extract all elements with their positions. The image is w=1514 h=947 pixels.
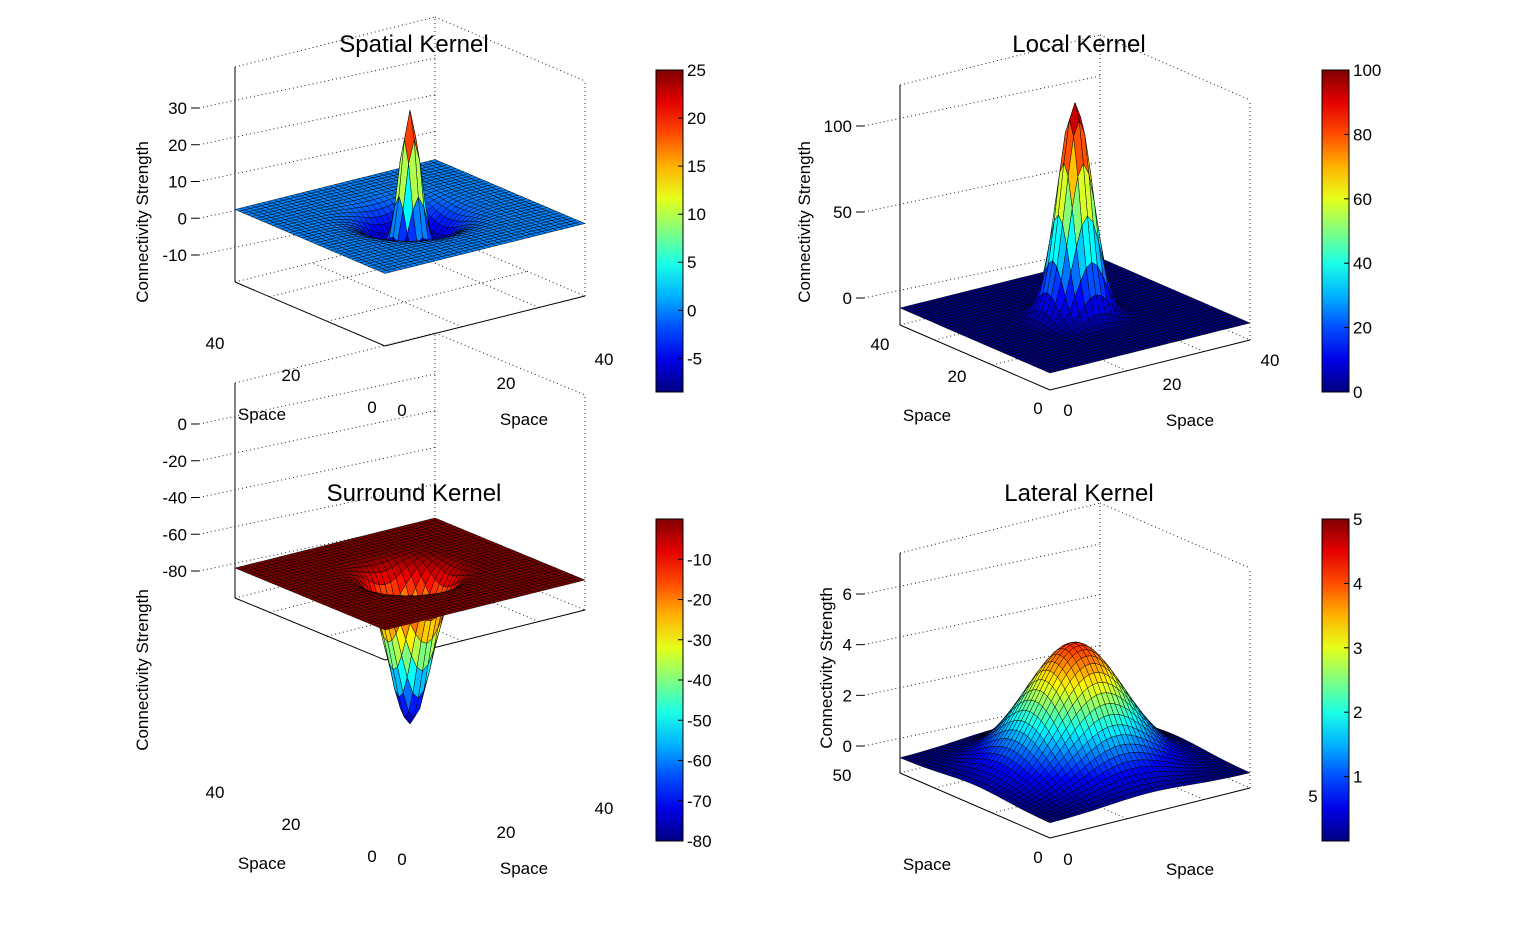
grid-line [198, 131, 436, 182]
z-tick-label: -60 [162, 525, 187, 544]
colorbar-tick-label: 25 [687, 61, 706, 80]
y-tick-label: 0 [367, 398, 376, 417]
panel-title: Surround Kernel [327, 480, 502, 507]
grid-line [198, 94, 436, 146]
z-tick-label: -20 [162, 452, 187, 471]
z-tick-label: 10 [168, 173, 187, 192]
panel-surround-kernel: Surround Kernel -80-60-40-2000204002040 … [133, 332, 712, 878]
colorbar-tick-label: 0 [687, 301, 696, 320]
z-tick-label: -80 [162, 562, 187, 581]
colorbar-tick-label: 15 [687, 157, 706, 176]
z-tick-label: 0 [178, 415, 187, 434]
x-tick-label: 0 [397, 401, 406, 420]
z-tick-label: -10 [162, 246, 187, 265]
x-axis-label: Space [1166, 411, 1214, 430]
colorbar-tick-label: 5 [687, 253, 696, 272]
colorbar-tick-label: -80 [687, 832, 712, 851]
x-axis-label: Space [500, 859, 548, 878]
colorbar-tick-label: 40 [1353, 254, 1372, 273]
x-tick-label: 20 [497, 374, 516, 393]
panel-spatial-kernel: Spatial Kernel -10 0 10 20 30 0 20 40 0 20 40 Spac… [133, 16, 706, 429]
x-tick-label: 20 [497, 823, 516, 842]
y-axis-label: Space [903, 406, 951, 425]
z-tick-label: 50 [833, 203, 852, 222]
y-axis-label: Space [238, 405, 286, 424]
grid-line [863, 594, 1101, 646]
x-tick-label: 40 [595, 799, 614, 818]
colorbar-tick-label: -40 [687, 671, 712, 690]
z-tick-label: 100 [824, 117, 852, 136]
z-axis-label: Connectivity Strength [133, 589, 152, 751]
colorbar-tick-label: -10 [687, 550, 712, 569]
x-tick-label: 0 [397, 850, 406, 869]
panel-title: Lateral Kernel [1004, 480, 1153, 507]
colorbar-tick-label: 20 [687, 109, 706, 128]
grid-line [899, 502, 1101, 554]
y-tick-label: 20 [282, 366, 301, 385]
y-tick-label: 0 [367, 847, 376, 866]
colorbar-tick-label: 60 [1353, 190, 1372, 209]
colorbar-tick-label: -20 [687, 591, 712, 610]
colorbar [1321, 69, 1350, 393]
grid-line [327, 270, 528, 322]
z-axis-label: Connectivity Strength [133, 141, 152, 303]
panel-title: Spatial Kernel [339, 31, 488, 58]
x-tick-label: 40 [1261, 351, 1280, 370]
z-tick-label: 0 [843, 289, 852, 308]
y-tick-label: 20 [282, 815, 301, 834]
y-axis-line [234, 281, 386, 347]
z-tick-label: 30 [168, 99, 187, 118]
colorbar-tick-label: 10 [687, 205, 706, 224]
colorbar-tick-label: -60 [687, 752, 712, 771]
panel-title: Local Kernel [1012, 31, 1145, 58]
grid-line [863, 75, 1101, 127]
grid-line [198, 57, 436, 109]
y-tick-label: 40 [206, 334, 225, 353]
colorbar-tick-label: 80 [1353, 125, 1372, 144]
y-tick-label: 0 [1033, 399, 1042, 418]
grid-line [1099, 34, 1251, 101]
z-tick-label: -40 [162, 489, 187, 508]
colorbar-tick-label: 100 [1353, 61, 1381, 80]
colorbar-tick-label: -50 [687, 711, 712, 730]
y-axis-label: Space [238, 854, 286, 873]
colorbar-tick-label: 20 [1353, 319, 1372, 338]
x-axis-label: Space [500, 410, 548, 429]
x-tick-label: 40 [595, 350, 614, 369]
grid-line [863, 543, 1101, 595]
colorbar-tick-label: -30 [687, 631, 712, 650]
y-tick-label: 20 [948, 367, 967, 386]
grid-line [1099, 502, 1251, 569]
colorbar-tick-label: 0 [1353, 383, 1362, 402]
y-tick-label: 40 [206, 783, 225, 802]
y-tick-label: 40 [871, 335, 890, 354]
x-tick-label: 20 [1163, 375, 1182, 394]
panel-local-kernel: Local Kernel 0 50 100 0 20 40 0 20 40 Space Spac… [795, 31, 1381, 430]
colorbar-tick-label: -70 [687, 792, 712, 811]
x-axis-line [384, 295, 586, 347]
z-tick-label: 20 [168, 136, 187, 155]
z-axis-label: Connectivity Strength [795, 141, 814, 303]
x-tick-label: 0 [1063, 401, 1072, 420]
colorbar-tick-label: -5 [687, 349, 702, 368]
z-tick-label: 0 [178, 209, 187, 228]
